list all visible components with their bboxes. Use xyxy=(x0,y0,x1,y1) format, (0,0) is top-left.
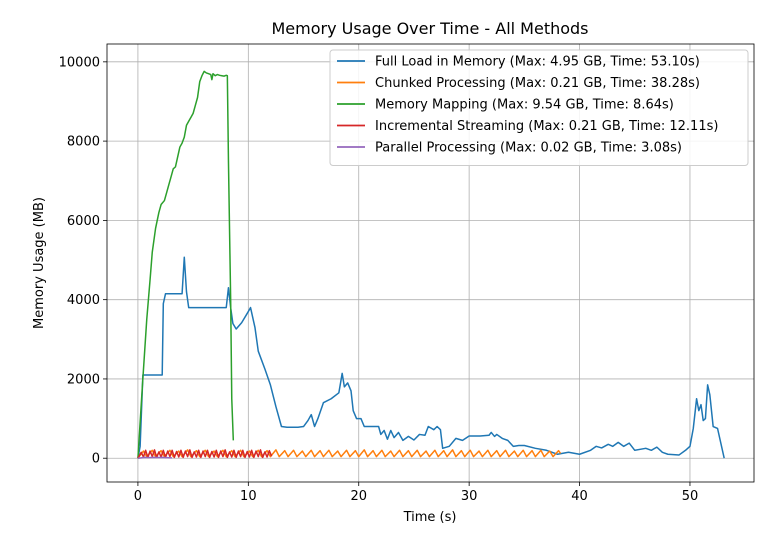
x-tick-label-1: 10 xyxy=(240,489,257,504)
y-axis-label: Memory Usage (MB) xyxy=(32,197,47,329)
y-tick-label-4: 8000 xyxy=(67,135,100,150)
series-line-2 xyxy=(137,70,235,459)
legend-label-2: Memory Mapping (Max: 9.54 GB, Time: 8.64… xyxy=(375,98,674,113)
x-tick-label-0: 0 xyxy=(134,489,142,504)
axes-frame xyxy=(106,43,755,483)
x-tick-label-4: 40 xyxy=(571,489,588,504)
legend-box xyxy=(329,49,749,166)
series-line-4 xyxy=(137,456,172,459)
y-tick-label-1: 2000 xyxy=(67,372,100,387)
legend-label-0: Full Load in Memory (Max: 4.95 GB, Time:… xyxy=(375,55,700,70)
y-tick-label-0: 0 xyxy=(92,452,100,467)
y-tick-label-5: 10000 xyxy=(59,55,100,70)
x-tick-label-2: 20 xyxy=(350,489,367,504)
chart-title: Memory Usage Over Time - All Methods xyxy=(271,19,588,38)
x-tick-label-5: 50 xyxy=(682,489,699,504)
x-axis-label: Time (s) xyxy=(403,510,457,525)
x-tick-label-3: 30 xyxy=(461,489,478,504)
legend-label-1: Chunked Processing (Max: 0.21 GB, Time: … xyxy=(375,76,700,91)
series-line-1 xyxy=(137,449,562,459)
y-tick-label-2: 4000 xyxy=(67,293,100,308)
series-line-0 xyxy=(137,256,725,459)
y-tick-label-3: 6000 xyxy=(67,214,100,229)
legend-label-4: Parallel Processing (Max: 0.02 GB, Time:… xyxy=(375,141,682,156)
plot-area: 0 10 20 30 40 50 0 2000 4000 6000 8000 10000 Full Lo… xyxy=(59,43,755,504)
legend-label-3: Incremental Streaming (Max: 0.21 GB, Tim… xyxy=(375,119,718,134)
